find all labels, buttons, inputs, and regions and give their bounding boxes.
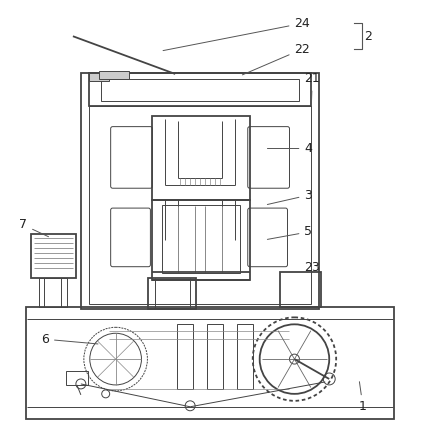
Text: 4: 4 bbox=[267, 142, 312, 155]
Bar bbox=[39, 278, 67, 307]
Bar bbox=[207, 324, 223, 389]
Text: 23: 23 bbox=[305, 261, 320, 282]
Text: 22: 22 bbox=[242, 43, 310, 75]
Bar bbox=[237, 324, 253, 389]
Text: 3: 3 bbox=[267, 189, 312, 205]
Bar bbox=[89, 106, 311, 305]
Bar bbox=[66, 371, 88, 385]
Bar bbox=[162, 205, 240, 273]
Text: 6: 6 bbox=[41, 333, 98, 346]
Bar bbox=[152, 116, 250, 200]
Bar bbox=[280, 272, 321, 307]
Bar bbox=[99, 71, 129, 79]
Text: 5: 5 bbox=[267, 226, 313, 239]
Bar bbox=[101, 79, 299, 101]
Bar bbox=[31, 234, 76, 278]
Text: 21: 21 bbox=[305, 72, 320, 103]
Bar bbox=[81, 73, 319, 309]
Bar bbox=[89, 73, 109, 81]
Bar bbox=[148, 278, 196, 309]
Text: 7: 7 bbox=[19, 218, 49, 237]
Bar bbox=[26, 307, 394, 419]
Text: 2: 2 bbox=[364, 30, 372, 43]
Bar bbox=[152, 200, 250, 280]
Text: 24: 24 bbox=[163, 17, 310, 51]
Bar bbox=[89, 73, 311, 106]
Bar bbox=[177, 324, 193, 389]
Text: 1: 1 bbox=[359, 382, 367, 413]
